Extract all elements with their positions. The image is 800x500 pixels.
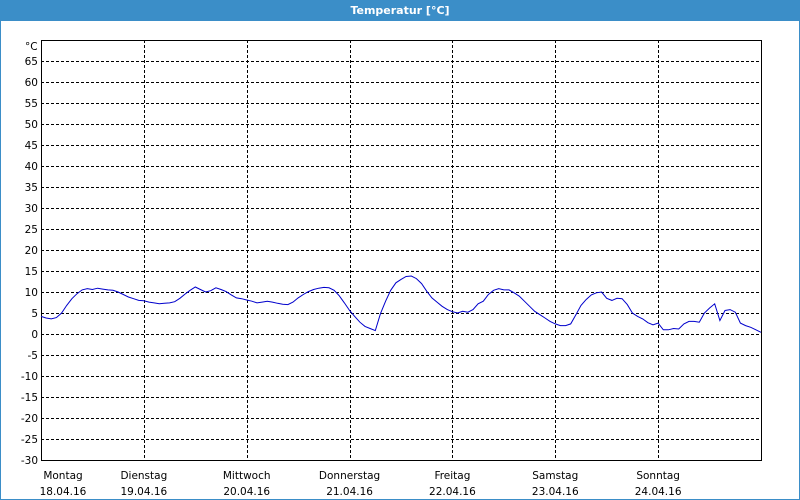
y-tick-label: -30 — [21, 455, 38, 467]
y-tick-label: -5 — [28, 350, 38, 362]
x-tick-label-date: 22.04.16 — [429, 486, 476, 498]
x-tick-label-date: 20.04.16 — [223, 486, 270, 498]
x-tick-label-weekday: Sonntag — [636, 470, 680, 482]
y-tick-label: 25 — [25, 224, 38, 236]
y-tick-label: -25 — [21, 434, 38, 446]
grid-lines — [41, 40, 761, 460]
y-tick-label: -15 — [21, 392, 38, 404]
y-tick-label: 60 — [25, 77, 38, 89]
plot-frame — [41, 40, 762, 461]
x-tick-label-date: 19.04.16 — [120, 486, 167, 498]
x-tick-label-weekday: Montag — [43, 470, 82, 482]
y-tick-label: 40 — [25, 161, 38, 173]
y-tick-label: 65 — [25, 56, 38, 68]
y-tick-label: 55 — [25, 98, 38, 110]
x-tick-label-weekday: Dienstag — [120, 470, 167, 482]
y-axis-tick-labels: 65605550454035302520151050-5-10-15-20-25… — [21, 56, 38, 467]
x-tick-label-weekday: Donnerstag — [319, 470, 380, 482]
temperature-chart: 65605550454035302520151050-5-10-15-20-25… — [21, 40, 762, 498]
y-tick-label: 30 — [25, 203, 38, 215]
y-tick-label: 50 — [25, 119, 38, 131]
x-tick-label-date: 21.04.16 — [326, 486, 373, 498]
y-tick-label: 10 — [25, 287, 38, 299]
y-tick-label: 20 — [25, 245, 38, 257]
y-tick-label: 35 — [25, 182, 38, 194]
y-tick-label: 45 — [25, 140, 38, 152]
x-tick-label-weekday: Freitag — [434, 470, 470, 482]
window-title: Temperatur [°C] — [1, 0, 799, 21]
x-tick-label-date: 24.04.16 — [635, 486, 682, 498]
y-tick-label: 15 — [25, 266, 38, 278]
x-tick-label-date: 18.04.16 — [40, 486, 87, 498]
x-axis-tick-labels: Montag 18.04.16 Dienstag 19.04.16 Mittwoch 20… — [40, 470, 682, 498]
y-tick-label: -20 — [21, 413, 38, 425]
series-line-temperature — [40, 275, 762, 333]
y-tick-label: 5 — [31, 308, 38, 320]
x-tick-label-weekday: Samstag — [532, 470, 578, 482]
y-axis-unit-label: °C — [25, 41, 38, 53]
y-tick-label: -10 — [21, 371, 38, 383]
x-tick-label-date: 23.04.16 — [532, 486, 579, 498]
x-tick-label-weekday: Mittwoch — [223, 470, 271, 482]
y-tick-label: 0 — [31, 329, 38, 341]
